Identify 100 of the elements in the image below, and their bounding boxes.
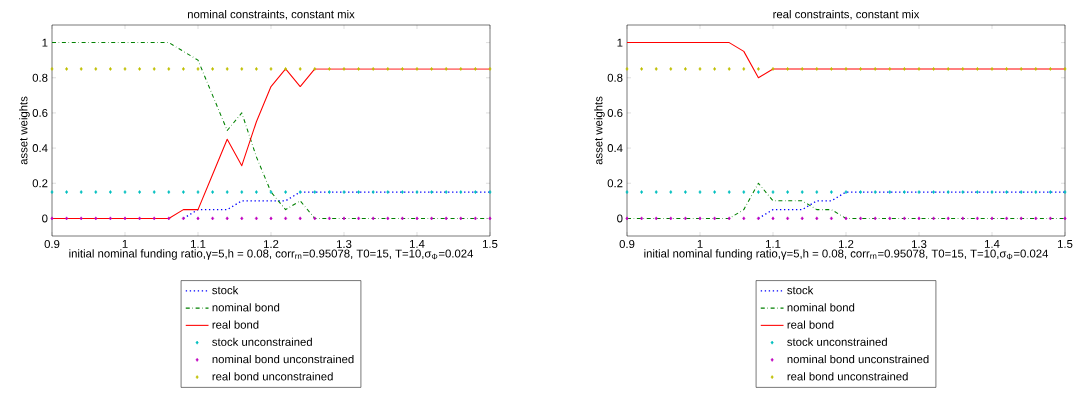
point <box>771 67 775 71</box>
point <box>371 216 375 221</box>
point <box>902 67 906 71</box>
point <box>683 216 687 221</box>
point <box>932 216 936 221</box>
point <box>181 190 185 194</box>
y-tick-label: 0.6 <box>32 108 48 117</box>
y-tick-label: 0.4 <box>607 144 623 153</box>
point <box>698 67 702 71</box>
legend-label: nominal bond unconstrained <box>212 354 354 364</box>
point <box>152 67 156 71</box>
point <box>400 67 404 71</box>
point <box>459 67 463 71</box>
point <box>152 190 156 194</box>
point <box>196 216 200 221</box>
legend-label: real bond unconstrained <box>212 372 333 381</box>
point <box>917 67 921 71</box>
point <box>771 190 775 194</box>
point <box>225 190 229 194</box>
point <box>167 67 171 71</box>
point <box>225 216 229 221</box>
point <box>625 190 629 194</box>
point <box>640 190 644 194</box>
point <box>1005 216 1009 221</box>
point <box>79 216 83 221</box>
point <box>50 67 54 71</box>
legend-label: stock <box>212 285 239 295</box>
point <box>800 190 804 194</box>
y-tick-label: 0.4 <box>32 144 48 153</box>
point <box>888 67 892 71</box>
point <box>65 67 69 71</box>
point <box>698 190 702 194</box>
point <box>756 190 760 194</box>
point <box>1048 190 1052 194</box>
point <box>327 216 331 221</box>
point <box>1034 216 1038 221</box>
point <box>94 190 98 194</box>
point <box>240 67 244 71</box>
point <box>756 216 760 221</box>
point <box>829 216 833 221</box>
point <box>488 216 492 221</box>
point <box>859 216 863 221</box>
point <box>415 190 419 194</box>
point <box>298 216 302 221</box>
point <box>473 216 477 221</box>
point <box>902 216 906 221</box>
point <box>298 190 302 194</box>
point <box>430 216 434 221</box>
point <box>990 190 994 194</box>
point <box>990 216 994 221</box>
x-tick-label: 1.2 <box>263 240 279 248</box>
point <box>902 190 906 194</box>
point <box>1063 67 1067 71</box>
point <box>669 190 673 194</box>
y-tick-label: 0.2 <box>607 179 623 188</box>
point <box>640 67 644 71</box>
point <box>123 190 127 194</box>
point <box>65 190 69 194</box>
y-tick-label: 0.6 <box>607 108 623 117</box>
point <box>713 216 717 221</box>
point <box>756 67 760 71</box>
legend-label: nominal bond <box>212 303 280 312</box>
point <box>946 216 950 221</box>
point <box>196 67 200 71</box>
x-tick-label: 1.5 <box>482 240 498 248</box>
point <box>1005 67 1009 71</box>
point <box>815 67 819 71</box>
point <box>786 190 790 194</box>
legend-label: stock unconstrained <box>787 337 887 346</box>
legend-label: nominal bond unconstrained <box>787 354 929 364</box>
point <box>815 190 819 194</box>
point <box>625 216 629 221</box>
point <box>683 67 687 71</box>
point <box>138 190 142 194</box>
point <box>459 190 463 194</box>
y-axis-title: asset weights <box>594 96 605 165</box>
y-tick-label: 0 <box>42 214 48 223</box>
point <box>386 216 390 221</box>
point <box>742 190 746 194</box>
point <box>713 190 717 194</box>
point <box>284 67 288 71</box>
point <box>357 67 361 71</box>
point <box>254 67 258 71</box>
point <box>844 190 848 194</box>
x-tick-label: 1.1 <box>765 240 781 248</box>
point <box>342 216 346 221</box>
x-tick-label: 1.3 <box>336 240 352 249</box>
point <box>430 190 434 194</box>
x-tick-label: 1 <box>697 240 703 248</box>
point <box>771 216 775 221</box>
point <box>444 67 448 71</box>
point <box>313 190 317 194</box>
point <box>669 216 673 221</box>
point <box>800 216 804 221</box>
point <box>473 67 477 71</box>
point <box>815 216 819 221</box>
point <box>625 67 629 71</box>
point <box>859 190 863 194</box>
point <box>961 67 965 71</box>
point <box>444 190 448 194</box>
